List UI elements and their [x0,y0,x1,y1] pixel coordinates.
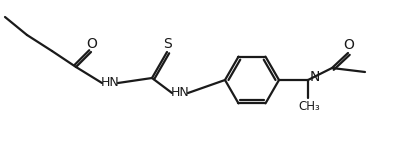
Text: O: O [343,38,354,52]
Text: HN: HN [170,87,189,99]
Text: N: N [309,70,320,84]
Text: HN: HN [100,76,119,90]
Text: S: S [163,37,172,51]
Text: CH₃: CH₃ [298,99,319,112]
Text: O: O [86,37,97,51]
